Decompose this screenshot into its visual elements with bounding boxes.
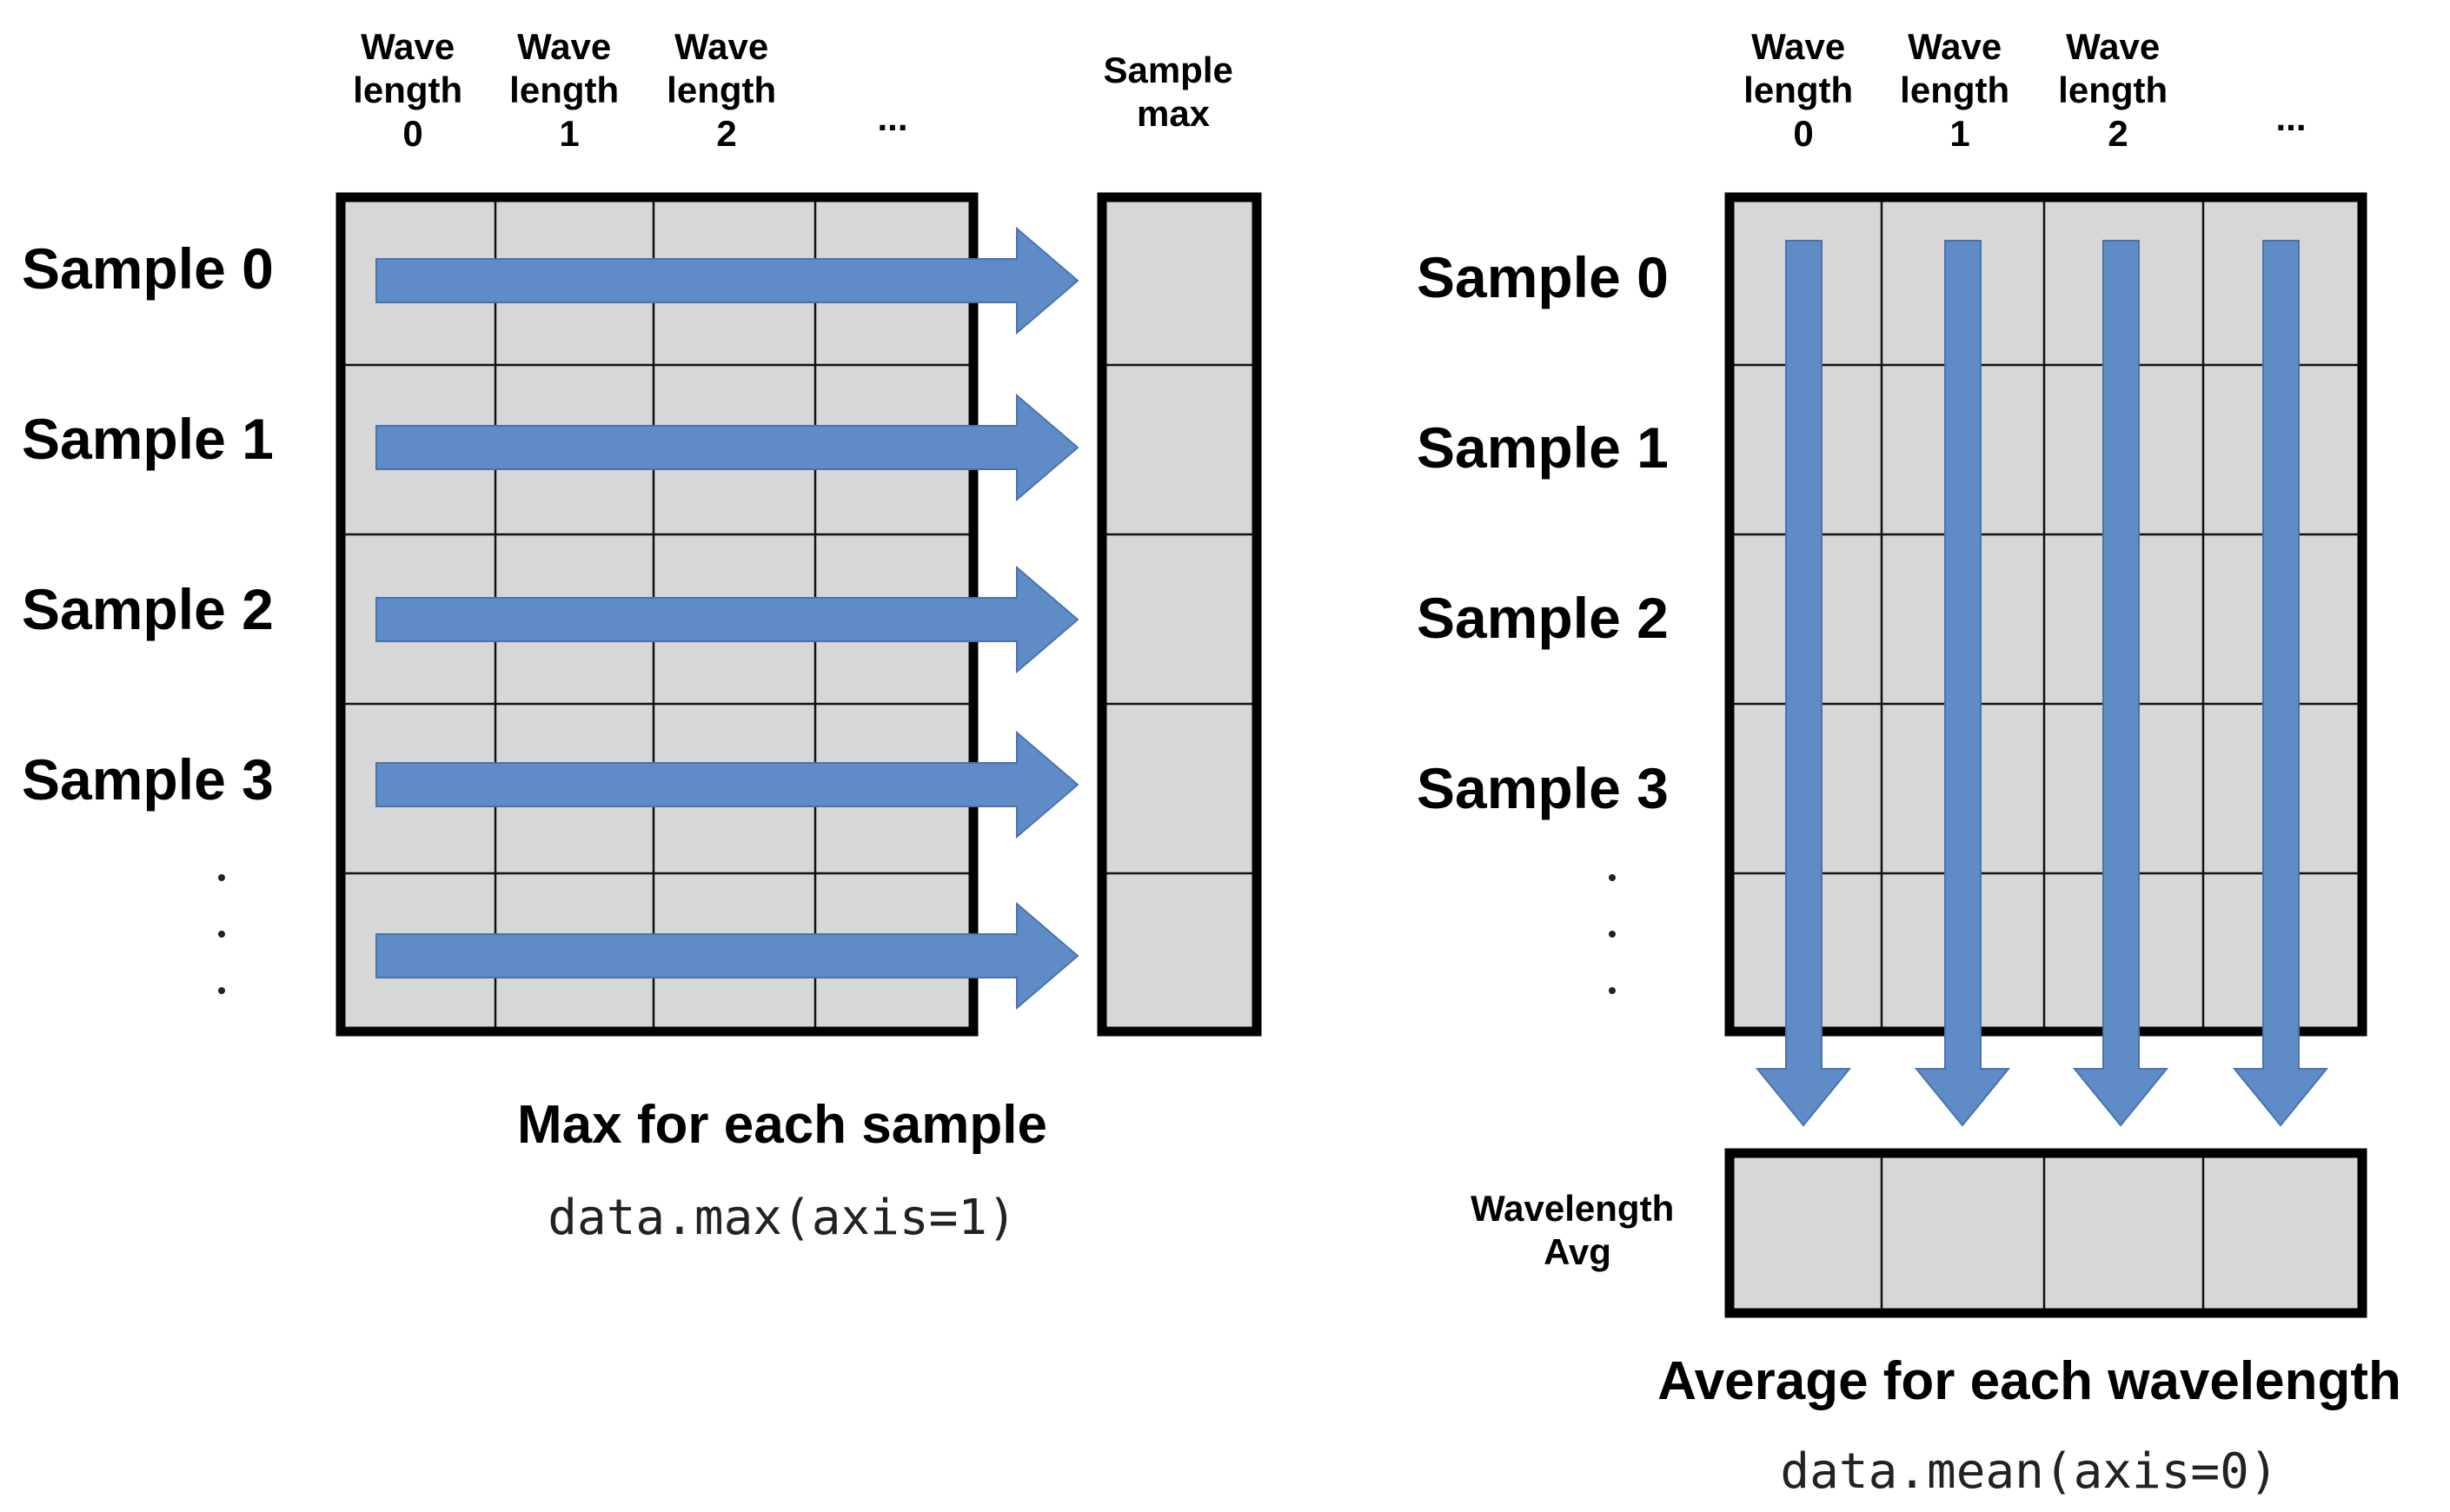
row-arrow-1 bbox=[375, 393, 1079, 502]
column-arrows bbox=[1755, 240, 2329, 1127]
row-arrow-0 bbox=[375, 226, 1079, 335]
left-col-header-2: Wave length 2 bbox=[667, 26, 787, 154]
row-arrow-2 bbox=[375, 565, 1079, 674]
right-col-ellipsis: ... bbox=[2275, 97, 2306, 138]
left-row-label-3: Sample 3 bbox=[22, 747, 274, 812]
column-arrow-2 bbox=[2072, 240, 2169, 1127]
row-arrows bbox=[375, 226, 1079, 1011]
column-arrow-1 bbox=[1914, 240, 2011, 1127]
column-arrow-0 bbox=[1755, 240, 1852, 1127]
right-row-ellipsis bbox=[1609, 874, 1616, 994]
sample-max-column bbox=[1097, 192, 1262, 1037]
left-panel: Wave length 0 Wave length 1 Wave length … bbox=[22, 26, 1262, 1246]
column-arrow-3 bbox=[2232, 240, 2329, 1127]
right-col-header-0: Wave length 0 bbox=[1743, 26, 1863, 154]
left-code: data.max(axis=1) bbox=[548, 1190, 1016, 1246]
left-caption: Max for each sample bbox=[517, 1095, 1047, 1155]
right-col-header-2: Wave length 2 bbox=[2058, 26, 2178, 154]
right-row-label-0: Sample 0 bbox=[1417, 245, 1669, 309]
right-col-header-1: Wave length 1 bbox=[1900, 26, 2020, 154]
row-arrow-4 bbox=[375, 901, 1079, 1011]
sample-max-header: Sample max bbox=[1103, 50, 1243, 134]
right-data-matrix bbox=[1724, 192, 2367, 1037]
right-row-label-2: Sample 2 bbox=[1417, 586, 1669, 650]
left-col-header-0: Wave length 0 bbox=[353, 26, 473, 154]
right-row-label-3: Sample 3 bbox=[1417, 756, 1669, 820]
right-row-label-1: Sample 1 bbox=[1417, 415, 1669, 480]
right-panel: Wave length 0 Wave length 1 Wave length … bbox=[1417, 26, 2401, 1500]
right-caption: Average for each wavelength bbox=[1657, 1351, 2401, 1411]
row-arrow-3 bbox=[375, 730, 1079, 839]
left-col-ellipsis: ... bbox=[877, 97, 907, 138]
wavelength-avg-row bbox=[1724, 1148, 2367, 1318]
left-row-label-1: Sample 1 bbox=[22, 407, 274, 471]
left-col-header-1: Wave length 1 bbox=[509, 26, 629, 154]
left-row-ellipsis bbox=[218, 874, 225, 994]
left-row-label-2: Sample 2 bbox=[22, 577, 274, 641]
wavelength-avg-label: Wavelength Avg bbox=[1471, 1188, 1684, 1272]
left-row-label-0: Sample 0 bbox=[22, 236, 274, 301]
right-code: data.mean(axis=0) bbox=[1780, 1443, 2278, 1500]
